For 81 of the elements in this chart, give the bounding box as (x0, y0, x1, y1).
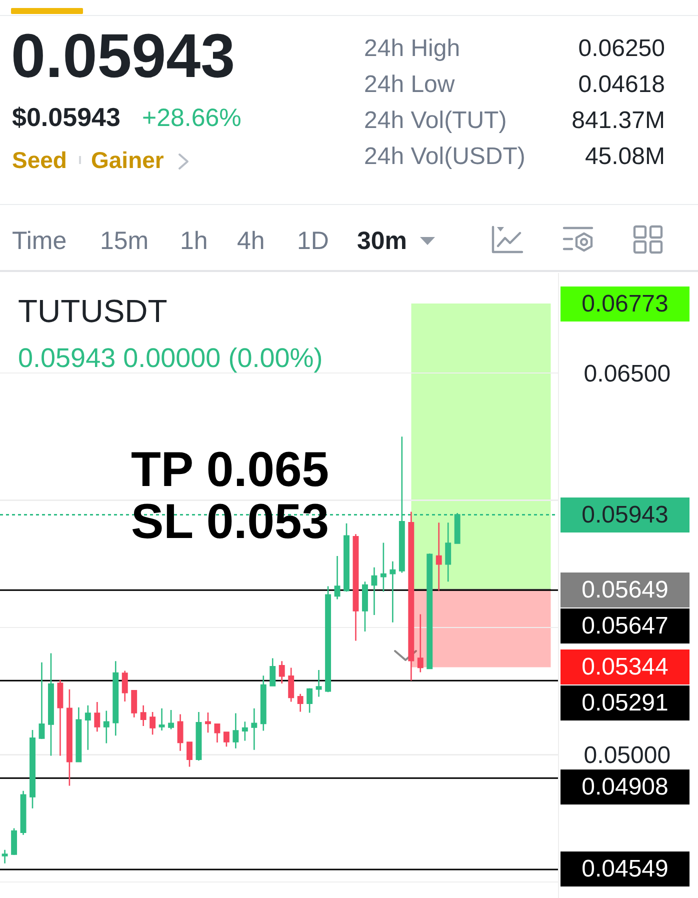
y-tick-label: 0.05000 (584, 742, 671, 770)
text: Seed (12, 146, 67, 174)
candlestick (20, 790, 26, 836)
candlestick (270, 658, 276, 686)
candlestick (408, 511, 414, 682)
text: 4h (237, 226, 265, 256)
text: 1D (297, 226, 329, 256)
candlestick (390, 560, 396, 624)
text: 15m (100, 226, 149, 256)
ref-line-label: 0.05943 (582, 502, 668, 528)
text: 24h High (364, 35, 460, 63)
candlestick (131, 689, 138, 718)
candlestick (278, 660, 285, 684)
text: 45.08M (584, 143, 665, 171)
candlestick (306, 688, 313, 714)
text: 30m (357, 226, 408, 256)
candlestick (158, 708, 165, 732)
text: 24h Low (364, 71, 455, 99)
candlestick (168, 709, 174, 730)
ref-line-label: 0.05649 (582, 576, 668, 604)
text: TUTUSDT (18, 293, 168, 330)
candlestick (214, 724, 220, 744)
candlestick (288, 667, 294, 702)
ref-line-label: 0.04908 (582, 774, 668, 800)
candlestick (186, 742, 192, 768)
candlestick (344, 522, 350, 592)
candlestick (122, 670, 128, 702)
candlestick (380, 542, 386, 592)
candlestick (371, 566, 378, 616)
candlestick (334, 555, 340, 600)
candlestick (362, 581, 368, 632)
candlestick (38, 662, 45, 740)
annotation: TP 0.065 (131, 443, 329, 497)
candlestick (242, 721, 248, 742)
text: 0.05943 (11, 21, 236, 93)
candlestick (177, 714, 184, 752)
text: 24h Vol(TUT) (364, 107, 507, 135)
text: 841.37M (572, 107, 665, 135)
candlestick (30, 729, 36, 810)
candlestick (426, 552, 433, 670)
candlestick (417, 614, 424, 673)
candlestick (232, 712, 239, 750)
annotation: SL 0.053 (131, 495, 329, 549)
candlestick (103, 710, 110, 744)
text: 0.05943 0.00000 (0.00%) (18, 343, 323, 373)
candlestick (76, 706, 82, 762)
band-label: 0.05344 (582, 654, 668, 680)
candlestick (316, 669, 322, 698)
candlestick (352, 533, 359, 642)
candlestick (445, 522, 452, 582)
text: 24h Vol(USDT) (364, 143, 526, 171)
ref-line-label: 0.04549 (582, 856, 668, 882)
candlestick (112, 660, 119, 736)
candlestick (205, 712, 211, 734)
candlestick (260, 674, 266, 732)
candlestick (436, 522, 442, 592)
text: Time (12, 226, 67, 256)
candlestick (223, 732, 230, 748)
candlestick (196, 711, 202, 762)
candlestick (84, 704, 91, 751)
candlestick (48, 652, 54, 756)
candlestick (325, 586, 332, 693)
candlestick (2, 849, 8, 864)
candlestick (140, 704, 146, 727)
candlestick (94, 701, 100, 732)
text: +28.66% (142, 104, 242, 132)
candlestick (57, 679, 64, 756)
candlestick (66, 688, 72, 786)
candlestick (150, 711, 156, 736)
ref-line-label: 0.05291 (582, 690, 668, 716)
y-tick-label: 0.06500 (584, 360, 671, 388)
band-label: 0.06773 (582, 290, 668, 318)
candlestick (297, 693, 304, 712)
text: 0.04618 (578, 71, 665, 99)
ref-line-label: 0.05647 (582, 612, 668, 640)
candlestick (11, 828, 18, 856)
text: $0.05943 (12, 102, 120, 133)
text: 1h (180, 226, 208, 256)
candlestick (251, 708, 258, 751)
text: Gainer (91, 146, 164, 174)
text: 0.06250 (578, 35, 665, 63)
